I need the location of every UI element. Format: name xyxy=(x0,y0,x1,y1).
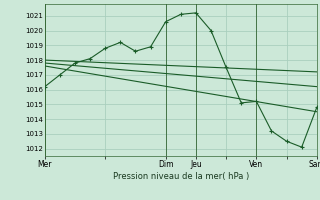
X-axis label: Pression niveau de la mer( hPa ): Pression niveau de la mer( hPa ) xyxy=(113,172,249,181)
